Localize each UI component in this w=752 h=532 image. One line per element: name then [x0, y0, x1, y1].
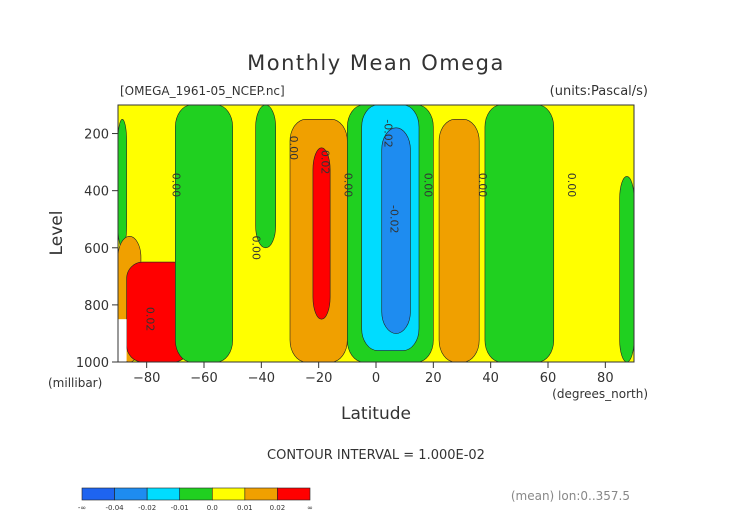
colorbar-label: -∞ [78, 504, 86, 512]
file-label: [OMEGA_1961-05_NCEP.nc] [120, 84, 285, 98]
x-tick-label: 80 [597, 371, 614, 386]
x-tick-label: 20 [425, 371, 442, 386]
y-tick-label: 400 [84, 185, 109, 200]
colorbar-label: ∞ [307, 504, 313, 512]
colorbar-label: 0.01 [237, 504, 253, 512]
x-axis-unit: (degrees_north) [552, 387, 648, 401]
contour-region-gt_0.02 [312, 147, 331, 320]
colorbar-swatch--0.02_-0.01 [146, 487, 181, 501]
x-tick-label: −80 [133, 371, 160, 386]
colorbar-swatch--0.01_0.0 [179, 487, 213, 501]
contour-label: -0.02 [387, 205, 400, 233]
x-tick-label: −20 [305, 371, 332, 386]
y-tick-label: 800 [84, 299, 109, 314]
contour-label: 0.00 [565, 173, 578, 198]
x-tick-label: 60 [540, 371, 557, 386]
contour-region--0.01_0.0 [255, 104, 276, 249]
contour-label: 0.02 [144, 307, 157, 332]
y-axis-label: Level [47, 211, 67, 256]
contour-label: 0.00 [287, 136, 300, 161]
y-tick-label: 600 [84, 242, 109, 257]
y-axis-unit: (millibar) [48, 376, 102, 390]
axes: −80 −60 −40 −20 0 20 40 60 80 200 400 600 800 1000 [76, 104, 635, 386]
chart-title: Monthly Mean Omega [247, 51, 505, 75]
contour-interval-text: CONTOUR INTERVAL = 1.000E-02 [267, 448, 485, 463]
no-data-region [118, 319, 127, 362]
contour-label: 0.00 [341, 173, 354, 198]
colorbar-swatch-lt_-0.04 [81, 487, 115, 501]
contour-region--0.01_0.0 [175, 104, 233, 363]
contour-label: -0.02 [382, 119, 395, 147]
contour-region--0.01_0.0 [619, 176, 635, 363]
colorbar-label: -0.01 [171, 504, 189, 512]
colorbar-swatch-0.01_0.02 [244, 487, 278, 501]
contour-region--0.01_0.0 [117, 118, 127, 249]
x-axis-label: Latitude [341, 404, 411, 424]
colorbar-label: -0.02 [138, 504, 156, 512]
colorbar-label: 0.02 [270, 504, 286, 512]
units-label: (units:Pascal/s) [550, 84, 648, 99]
colorbar: -∞ -0.04 -0.02 -0.01 0.0 0.01 0.02 ∞ [78, 487, 313, 512]
contour-region-0.01_0.02 [438, 118, 480, 363]
colorbar-swatch-0.0_0.01 [211, 487, 246, 501]
colorbar-swatch-gt_0.02 [277, 487, 311, 501]
y-tick-label: 200 [84, 128, 109, 143]
x-tick-label: 40 [482, 371, 499, 386]
contour-region--0.04_-0.02 [381, 127, 411, 334]
plot-area: 0.00 0.00 0.00 0.02 0.00 -0.02 0.00 0.00 0.00 0.0… [117, 104, 635, 363]
x-tick-label: −40 [248, 371, 275, 386]
contour-label: 0.00 [476, 173, 489, 198]
contour-label: 0.00 [250, 236, 263, 261]
contour-label: 0.00 [422, 173, 435, 198]
x-tick-label: −60 [190, 371, 217, 386]
contour-label: 0.02 [319, 150, 332, 175]
colorbar-label: 0.0 [207, 504, 218, 512]
x-tick-label: 0 [372, 371, 380, 386]
y-tick-label: 1000 [76, 356, 109, 371]
contour-region--0.01_0.0 [484, 104, 555, 363]
mean-text: (mean) lon:0..357.5 [511, 489, 630, 503]
colorbar-label: -0.04 [106, 504, 125, 512]
colorbar-swatch--0.04_-0.02 [114, 487, 148, 501]
contour-label: 0.00 [169, 173, 182, 198]
